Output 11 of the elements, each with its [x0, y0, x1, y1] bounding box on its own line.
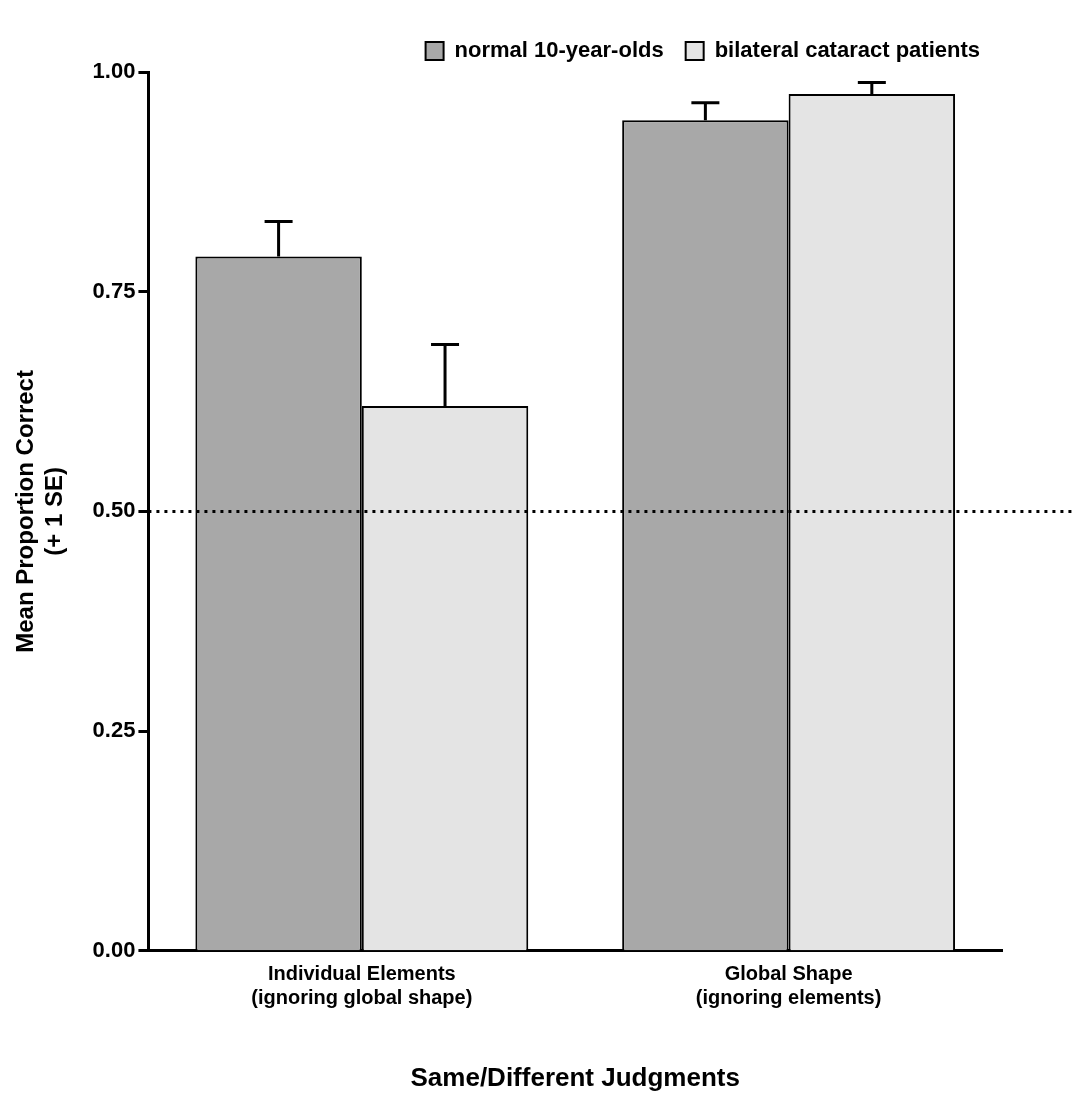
- x-tick-label: Global Shape (ignoring elements): [695, 962, 882, 1009]
- x-axis-title: Same/Different Judgments: [410, 1061, 740, 1092]
- legend-label: normal 10-year-olds: [454, 37, 664, 63]
- x-tick-label: Individual Elements (ignoring global shape): [251, 962, 473, 1009]
- y-tick-label: 0.25: [92, 717, 136, 743]
- y-tick-label: 0.75: [92, 277, 136, 303]
- y-tick-label: 1.00: [92, 58, 136, 84]
- y-axis-title: Mean Proportion Correct (+ 1 SE): [11, 370, 67, 653]
- y-tick-label: 0.00: [92, 936, 136, 962]
- legend-label: bilateral cataract patients: [714, 37, 981, 63]
- y-tick-label: 0.50: [92, 497, 136, 523]
